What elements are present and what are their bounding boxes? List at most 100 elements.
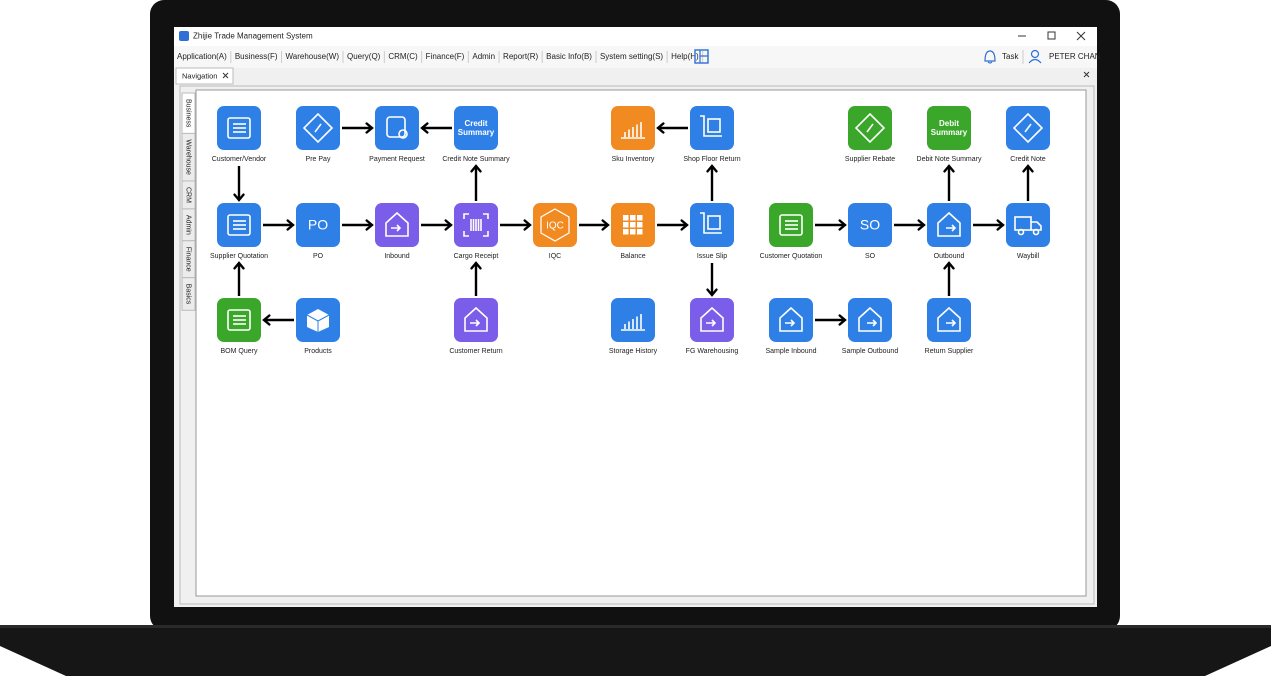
nav-node[interactable]: Issue Slip <box>690 203 734 260</box>
side-tab[interactable]: CRM <box>181 180 196 210</box>
node-label[interactable]: Customer Return <box>449 348 502 355</box>
side-tab[interactable]: Basics <box>181 277 196 311</box>
nav-node[interactable]: BOM Query <box>217 298 261 355</box>
nav-node[interactable]: Customer Quotation <box>760 203 823 260</box>
node-label[interactable]: Customer Quotation <box>760 253 823 260</box>
node-label[interactable]: Issue Slip <box>697 253 727 260</box>
nav-node[interactable]: Balance <box>611 203 655 260</box>
node-icon[interactable] <box>296 203 340 247</box>
icon-text[interactable]: Summary <box>931 128 968 137</box>
nav-node[interactable]: Credit Note <box>1006 106 1050 163</box>
user-name[interactable]: PETER CHAN <box>1049 52 1101 61</box>
menu-item[interactable]: Business(F) <box>235 52 278 61</box>
menu-item[interactable]: System setting(S) <box>600 52 663 61</box>
task-button[interactable]: Task <box>1002 52 1019 61</box>
node-icon[interactable] <box>1006 203 1050 247</box>
node-label[interactable]: Pre Pay <box>306 156 331 163</box>
node-label[interactable]: SO <box>865 253 876 260</box>
nav-node[interactable]: IQC IQC <box>533 203 577 260</box>
node-label[interactable]: Shop Floor Return <box>683 156 740 163</box>
nav-node[interactable]: Waybill <box>1006 203 1050 260</box>
icon-text[interactable]: PO <box>308 217 328 233</box>
node-icon[interactable] <box>927 203 971 247</box>
menu-item[interactable]: Report(R) <box>503 52 538 61</box>
menu-item[interactable]: Admin <box>472 52 495 61</box>
side-tab[interactable]: Business <box>181 92 196 134</box>
node-label[interactable]: IQC <box>549 253 561 260</box>
node-label[interactable]: PO <box>313 253 324 260</box>
node-icon[interactable] <box>848 298 892 342</box>
nav-node[interactable]: Outbound <box>927 203 971 260</box>
bell-icon[interactable] <box>984 50 996 64</box>
node-label[interactable]: Outbound <box>934 253 965 260</box>
maximize-button[interactable] <box>1047 31 1056 40</box>
node-icon[interactable] <box>454 106 498 150</box>
node-label[interactable]: Balance <box>620 253 645 260</box>
icon-text[interactable]: IQC <box>546 221 564 232</box>
nav-node[interactable]: Shop Floor Return <box>683 106 741 163</box>
icon-text[interactable]: Credit <box>464 119 487 128</box>
menu-item[interactable]: Application(A) <box>177 52 227 61</box>
nav-node[interactable]: FG Warehousing <box>686 298 739 355</box>
tab[interactable] <box>175 67 234 85</box>
node-label[interactable]: Sample Outbound <box>842 348 899 355</box>
node-icon[interactable] <box>375 106 419 150</box>
nav-node[interactable]: Sku Inventory <box>611 106 655 163</box>
side-tab-label[interactable]: Finance <box>185 247 192 272</box>
node-label[interactable]: Credit Note Summary <box>442 156 510 163</box>
side-tab[interactable]: Finance <box>181 240 196 279</box>
node-label[interactable]: Credit Note <box>1010 156 1046 163</box>
menu-item[interactable]: CRM(C) <box>388 52 418 61</box>
nav-node[interactable]: Supplier Rebate <box>845 106 895 163</box>
menu-item[interactable]: Basic Info(B) <box>546 52 592 61</box>
node-label[interactable]: Supplier Rebate <box>845 156 895 163</box>
node-icon[interactable] <box>690 203 734 247</box>
node-label[interactable]: Customer/Vendor <box>212 156 267 163</box>
node-label[interactable]: Inbound <box>384 253 409 260</box>
side-tab-label[interactable]: Admin <box>185 215 192 235</box>
close-button[interactable] <box>1076 31 1086 41</box>
nav-node[interactable]: PO PO <box>296 203 340 260</box>
node-label[interactable]: BOM Query <box>221 348 258 355</box>
nav-node[interactable]: Payment Request <box>369 106 425 163</box>
node-label[interactable]: Supplier Quotation <box>210 253 268 260</box>
node-label[interactable]: Sample Inbound <box>766 348 817 355</box>
node-label[interactable]: Return Supplier <box>925 348 974 355</box>
nav-node[interactable]: Products <box>296 298 340 355</box>
side-tab-label[interactable]: Business <box>185 99 192 128</box>
icon-text[interactable]: Debit <box>939 119 959 128</box>
nav-node[interactable]: Customer/Vendor <box>212 106 267 163</box>
node-icon[interactable] <box>848 203 892 247</box>
side-tab[interactable]: Warehouse <box>181 132 196 182</box>
node-label[interactable]: FG Warehousing <box>686 348 739 355</box>
node-icon[interactable] <box>533 203 577 247</box>
nav-node[interactable]: Inbound <box>375 203 419 260</box>
icon-text[interactable]: Summary <box>458 128 495 137</box>
panel-close[interactable] <box>1083 71 1090 78</box>
tab-label[interactable]: Navigation <box>182 71 217 80</box>
side-tab[interactable]: Admin <box>181 208 196 242</box>
nav-node[interactable]: SO SO <box>848 203 892 260</box>
menu-item[interactable]: Help(H) <box>671 52 699 61</box>
nav-node[interactable]: Pre Pay <box>296 106 340 163</box>
side-tab-label[interactable]: Warehouse <box>185 139 192 175</box>
nav-node[interactable]: Customer Return <box>449 298 503 355</box>
node-icon[interactable] <box>927 298 971 342</box>
node-label[interactable]: Waybill <box>1017 253 1040 260</box>
icon-text[interactable]: SO <box>860 217 880 233</box>
menu-item[interactable]: Warehouse(W) <box>286 52 340 61</box>
nav-node[interactable]: Sample Inbound <box>766 298 817 355</box>
nav-node[interactable]: Sample Outbound <box>842 298 899 355</box>
nav-node[interactable]: Supplier Quotation <box>210 203 268 260</box>
node-label[interactable]: Products <box>304 348 332 355</box>
node-icon[interactable] <box>690 106 734 150</box>
node-icon[interactable] <box>927 106 971 150</box>
side-tab-box[interactable] <box>181 277 196 311</box>
nav-node[interactable]: Cargo Receipt <box>454 203 499 260</box>
node-label[interactable]: Storage History <box>609 348 658 355</box>
side-tab-label[interactable]: CRM <box>185 187 192 203</box>
node-label[interactable]: Debit Note Summary <box>917 156 982 163</box>
tab-close[interactable] <box>222 72 229 79</box>
